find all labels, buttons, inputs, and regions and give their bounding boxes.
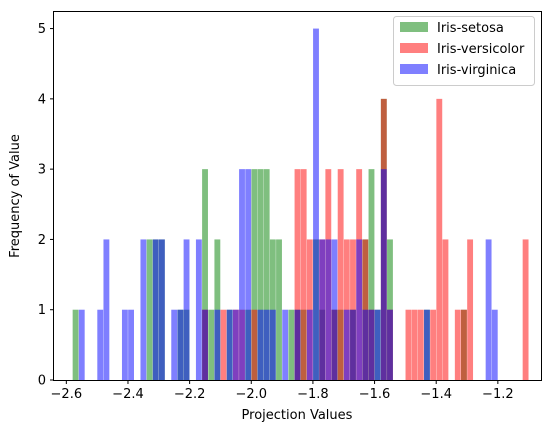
histogram-bar [226,309,233,380]
histogram-bar [177,309,184,380]
y-axis-label: Frequency of Value [8,134,23,258]
y-tick-label: 0 [38,374,46,389]
histogram-bar [263,309,270,380]
x-axis-ticks: −2.6 −2.4 −2.2 −2.0 −1.8 −1.6 −1.4 −1.2 [51,380,514,402]
histogram-bar [300,169,307,380]
legend-label: Iris-setosa [437,21,504,36]
x-tick-label: −1.4 [420,387,452,402]
histogram-bar [288,309,295,380]
histogram-bar [146,239,153,380]
legend-box [393,16,535,86]
histogram-bar [467,239,474,380]
legend-label: Iris-versicolor [437,42,525,57]
histogram-bar [202,169,208,380]
histogram-bar [411,309,418,380]
histogram-bar [424,309,430,380]
histogram-bar [171,309,178,380]
histogram-bar [306,309,313,380]
histogram-bar [417,309,424,380]
histogram-bar [356,239,363,380]
y-tick-label: 4 [38,92,46,107]
y-axis-ticks: 0 1 2 3 4 5 [38,22,54,389]
histogram-bar [72,309,79,380]
histogram-bar [368,309,375,380]
histogram-bar [121,309,128,380]
histogram-bar [436,98,443,381]
histogram-bar [245,169,252,380]
histogram-bar [128,309,134,380]
histogram-bar [313,28,319,380]
y-tick-label: 5 [38,22,46,37]
histogram-bar [140,239,147,380]
y-tick-label: 3 [38,163,46,178]
histogram-bar [232,309,239,380]
histogram-bar [251,169,258,380]
histogram-bar [387,309,393,380]
legend-swatch [400,22,428,32]
histogram-bar [522,239,529,380]
histogram-bar [319,239,326,380]
histogram-bar [368,169,375,380]
histogram-bar [337,169,344,380]
histogram-bar [263,169,270,380]
histogram-bar [202,309,208,380]
histogram-bar [294,169,301,380]
histogram-bar [158,239,165,380]
histogram-bar [251,309,258,380]
histogram-bar [461,309,467,380]
histogram-bar [380,169,387,380]
histogram-bar [331,239,338,380]
plot-frame [53,11,542,381]
histogram-bar [239,169,245,380]
x-tick-label: −2.6 [51,387,83,402]
histogram-bar [276,239,282,380]
histogram-bar [374,309,381,380]
histogram-bar [97,309,104,380]
histogram-bar [103,239,110,380]
histogram-bar [442,239,449,380]
x-axis-label: Projection Values [242,408,353,423]
histogram-bar [454,309,461,380]
histogram-bar [220,309,227,380]
histogram-bar [282,309,289,380]
legend-label: Iris-virginica [437,63,516,78]
legend-swatch [400,43,428,53]
x-tick-label: −2.0 [235,387,267,402]
legend-swatch [400,64,428,74]
x-tick-label: −1.2 [482,387,514,402]
histogram-bar [325,239,332,380]
histogram-bar [350,309,356,380]
histogram-bar [257,309,264,380]
histogram-bar [152,239,159,380]
x-tick-label: −1.8 [297,387,329,402]
histogram-bar [208,309,215,380]
histogram-bar [294,309,301,380]
x-tick-label: −2.2 [174,387,206,402]
histogram-bar [183,239,190,380]
histogram-bar [430,309,437,380]
histogram-bar [78,309,85,380]
series-2-bars [78,28,498,380]
y-tick-label: 2 [38,233,46,248]
histogram-bar [343,309,350,380]
histogram-bar [269,309,276,380]
histogram-bars [72,28,529,381]
histogram-bar [257,169,264,380]
histogram-bar [491,309,498,380]
histogram-bar [485,239,492,380]
histogram-bar [362,309,369,380]
histogram-bar [195,239,202,380]
histogram-bar [405,309,412,380]
x-tick-label: −2.4 [112,387,144,402]
legend: Iris-setosa Iris-versicolor Iris-virginica [393,16,535,86]
y-tick-label: 1 [38,303,46,318]
histogram-bar [214,309,221,380]
x-tick-label: −1.6 [359,387,391,402]
